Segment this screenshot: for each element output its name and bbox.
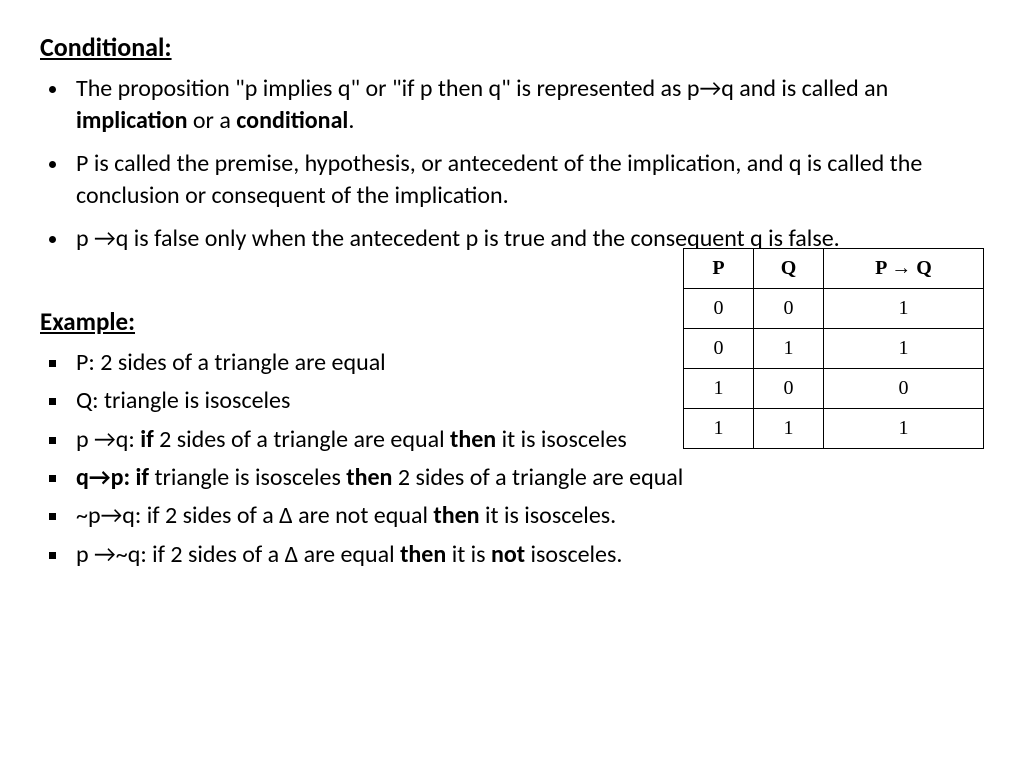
- definition-list: The proposition "p implies q" or "if p t…: [40, 73, 984, 255]
- table-cell: 1: [754, 329, 824, 369]
- text-fragment: p →q:: [76, 425, 140, 454]
- text-fragment: 2 sides of a triangle are equal: [154, 425, 450, 454]
- example-item: q→p: if triangle is isosceles then 2 sid…: [70, 462, 984, 494]
- text-fragment: it is: [446, 540, 491, 569]
- text-fragment: isosceles.: [525, 540, 622, 569]
- text-fragment: triangle is isosceles: [149, 463, 346, 492]
- table-cell: 1: [824, 329, 984, 369]
- text-fragment: it is isosceles: [496, 425, 627, 454]
- text-fragment: 2 sides of a triangle are equal: [392, 463, 683, 492]
- text-bold: conditional: [236, 106, 348, 135]
- text-bold: then: [400, 540, 446, 569]
- text-bold: q→p: if: [76, 463, 149, 492]
- table-cell: 1: [684, 409, 754, 449]
- table-header-cell: P → Q: [824, 249, 984, 289]
- table-row: 001: [684, 289, 984, 329]
- text-fragment: it is isosceles.: [480, 501, 617, 530]
- table-row: 100: [684, 369, 984, 409]
- table-row: 011: [684, 329, 984, 369]
- table-row: 111: [684, 409, 984, 449]
- table-cell: 0: [824, 369, 984, 409]
- table-cell: 1: [824, 409, 984, 449]
- table-cell: 1: [824, 289, 984, 329]
- table-cell: 1: [754, 409, 824, 449]
- text-fragment: Q: triangle is isosceles: [76, 386, 290, 415]
- text-fragment: or a: [187, 106, 236, 135]
- table-cell: 0: [754, 289, 824, 329]
- text-fragment: The proposition "p implies q" or "if p t…: [76, 74, 888, 103]
- text-fragment: ~p→q: if 2 sides of a Δ are not equal: [76, 501, 433, 530]
- text-bold: then: [433, 501, 479, 530]
- table-header-cell: P: [684, 249, 754, 289]
- text-fragment: P: 2 sides of a triangle are equal: [76, 348, 386, 377]
- definition-item: The proposition "p implies q" or "if p t…: [70, 73, 984, 138]
- definition-item: P is called the premise, hypothesis, or …: [70, 148, 984, 213]
- text-bold: then: [450, 425, 496, 454]
- table-cell: 1: [684, 369, 754, 409]
- truth-table: P Q P → Q 001011100111: [683, 248, 984, 449]
- text-fragment: .: [348, 106, 354, 135]
- example-item: ~p→q: if 2 sides of a Δ are not equal th…: [70, 500, 984, 532]
- table-cell: 0: [684, 329, 754, 369]
- example-item: p →~q: if 2 sides of a Δ are equal then …: [70, 539, 984, 571]
- text-bold: if: [140, 425, 154, 454]
- table-header-row: P Q P → Q: [684, 249, 984, 289]
- text-bold: then: [346, 463, 392, 492]
- section-title: Conditional:: [40, 30, 984, 65]
- text-fragment: p →~q: if 2 sides of a Δ are equal: [76, 540, 400, 569]
- table-cell: 0: [684, 289, 754, 329]
- text-bold: not: [491, 540, 525, 569]
- text-bold: implication: [76, 106, 187, 135]
- table-header-cell: Q: [754, 249, 824, 289]
- table-cell: 0: [754, 369, 824, 409]
